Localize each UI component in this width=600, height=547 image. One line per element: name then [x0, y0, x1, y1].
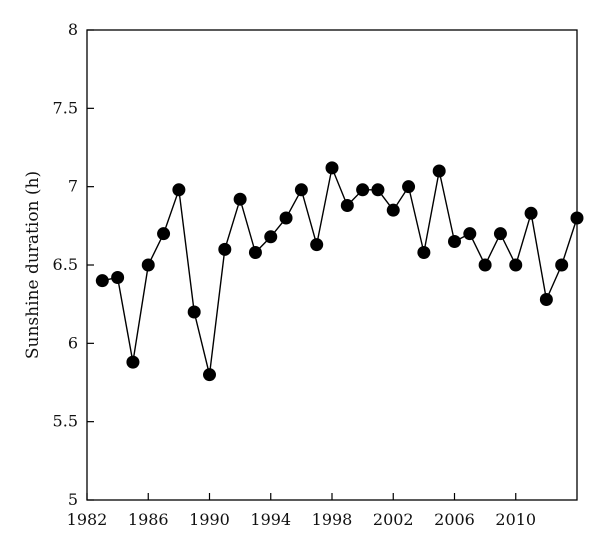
x-axis: 1982 1986 1990 1994 1998 2002 2006 2010	[67, 493, 536, 529]
data-point	[386, 203, 400, 217]
data-point	[509, 258, 523, 272]
data-point	[264, 230, 278, 244]
y-tick-label: 5.5	[53, 412, 78, 431]
x-tick-label: 1982	[67, 510, 108, 529]
y-tick-label: 5	[68, 490, 78, 509]
data-point	[356, 183, 370, 197]
data-point	[325, 161, 339, 175]
data-point	[126, 355, 140, 369]
data-point	[371, 183, 385, 197]
x-tick-label: 1986	[128, 510, 169, 529]
data-point	[539, 292, 553, 306]
y-axis: 5 5.5 6 6.5 7 7.5 8	[53, 20, 94, 509]
y-tick-label: 7.5	[53, 98, 78, 117]
data-point	[203, 368, 216, 382]
data-point	[218, 242, 232, 256]
x-tick-label: 1998	[312, 510, 353, 529]
data-point	[524, 206, 538, 220]
data-point	[478, 258, 492, 272]
data-point	[294, 183, 308, 197]
x-tick-label: 2010	[495, 510, 536, 529]
data-point	[463, 227, 477, 241]
data-point	[279, 211, 293, 225]
data-point	[95, 274, 109, 288]
data-point	[417, 245, 431, 259]
y-tick-label: 8	[68, 20, 78, 39]
x-tick-label: 2002	[373, 510, 414, 529]
x-tick-label: 1994	[250, 510, 291, 529]
data-point	[570, 211, 584, 225]
data-point	[493, 227, 507, 241]
data-point	[448, 235, 461, 248]
data-point	[340, 198, 354, 212]
data-points	[95, 161, 584, 382]
series-line	[102, 165, 578, 375]
data-point	[157, 227, 171, 241]
data-point	[432, 164, 446, 178]
data-point	[111, 271, 125, 285]
data-point	[555, 258, 569, 272]
data-point	[141, 258, 155, 272]
y-tick-label: 6.5	[53, 255, 78, 274]
x-tick-label: 2006	[434, 510, 475, 529]
x-tick-label: 1990	[189, 510, 230, 529]
y-tick-label: 6	[68, 333, 78, 352]
plot-frame	[86, 29, 578, 501]
data-point	[310, 238, 324, 252]
y-tick-label: 7	[68, 177, 78, 196]
data-point	[233, 192, 247, 206]
data-point	[248, 245, 262, 259]
data-point	[187, 305, 201, 319]
data-point	[172, 183, 186, 197]
y-axis-title: Sunshine duration (h)	[23, 171, 43, 359]
data-point	[402, 180, 416, 194]
